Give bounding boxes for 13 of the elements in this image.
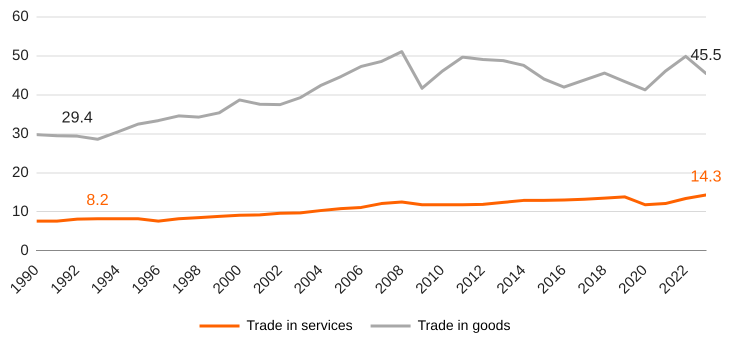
- legend-label: Trade in services: [246, 316, 353, 333]
- y-tick-label: 0: [20, 242, 29, 259]
- y-tick-label: 10: [12, 202, 29, 220]
- y-tick-label: 60: [12, 8, 29, 26]
- annotation: 29.4: [62, 110, 93, 127]
- annotation: 8.2: [86, 192, 109, 210]
- legend-label: Trade in goods: [418, 316, 510, 333]
- y-tick-label: 50: [12, 47, 29, 64]
- annotation: 45.5: [690, 46, 722, 64]
- y-tick-label: 40: [12, 86, 29, 104]
- y-tick-label: 20: [12, 164, 29, 181]
- y-tick-label: 30: [12, 124, 29, 142]
- annotation: 14.3: [690, 168, 722, 186]
